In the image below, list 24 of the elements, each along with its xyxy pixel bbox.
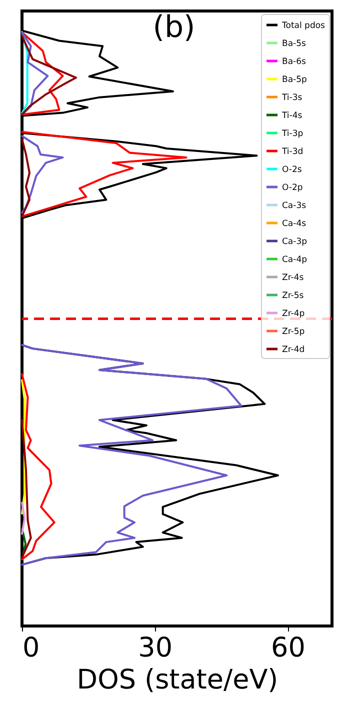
legend-label: Ti-3p: [281, 129, 304, 139]
legend-label: Total pdos: [281, 21, 326, 31]
legend-label: Ca-3s: [282, 201, 307, 211]
legend-label: Ba-6s: [282, 57, 307, 67]
legend-label: O-2s: [282, 165, 302, 175]
legend-label: Ti-4s: [281, 111, 303, 121]
annotation: (b): [152, 10, 196, 45]
legend-label: Zr-4s: [282, 273, 304, 283]
legend-label: Zr-5s: [282, 291, 304, 301]
legend-label: Ca-4p: [282, 255, 308, 265]
x-axis-title: DOS (state/eV): [76, 664, 278, 696]
legend-label: Ti-3d: [281, 147, 304, 157]
legend-label: Ba-5s: [282, 39, 307, 49]
legend-label: Ba-5p: [282, 75, 307, 85]
x-tick-label: 0: [22, 632, 40, 664]
legend-label: Zr-4p: [282, 309, 305, 319]
x-tick-label: 60: [271, 632, 306, 664]
x-tick-label: 30: [138, 632, 173, 664]
legend-label: Zr-4d: [282, 345, 305, 355]
legend-label: O-2p: [282, 183, 303, 193]
legend-label: Ti-3s: [281, 93, 303, 103]
legend-label: Ca-4s: [282, 219, 307, 229]
legend-label: Zr-5p: [282, 327, 305, 337]
legend-label: Ca-3p: [282, 237, 308, 247]
